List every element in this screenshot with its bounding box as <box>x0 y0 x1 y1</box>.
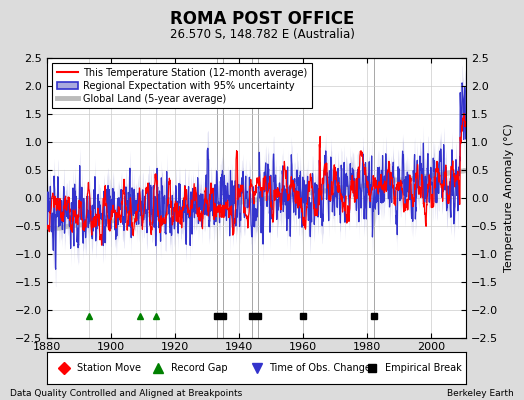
Text: ROMA POST OFFICE: ROMA POST OFFICE <box>170 10 354 28</box>
Text: Time of Obs. Change: Time of Obs. Change <box>269 363 371 373</box>
Text: 26.570 S, 148.782 E (Australia): 26.570 S, 148.782 E (Australia) <box>170 28 354 41</box>
Text: Station Move: Station Move <box>77 363 140 373</box>
Legend: This Temperature Station (12-month average), Regional Expectation with 95% uncer: This Temperature Station (12-month avera… <box>52 63 312 108</box>
Y-axis label: Temperature Anomaly (°C): Temperature Anomaly (°C) <box>504 124 514 272</box>
Text: Data Quality Controlled and Aligned at Breakpoints: Data Quality Controlled and Aligned at B… <box>10 389 243 398</box>
Text: Empirical Break: Empirical Break <box>385 363 461 373</box>
Text: Record Gap: Record Gap <box>171 363 227 373</box>
Text: Berkeley Earth: Berkeley Earth <box>447 389 514 398</box>
